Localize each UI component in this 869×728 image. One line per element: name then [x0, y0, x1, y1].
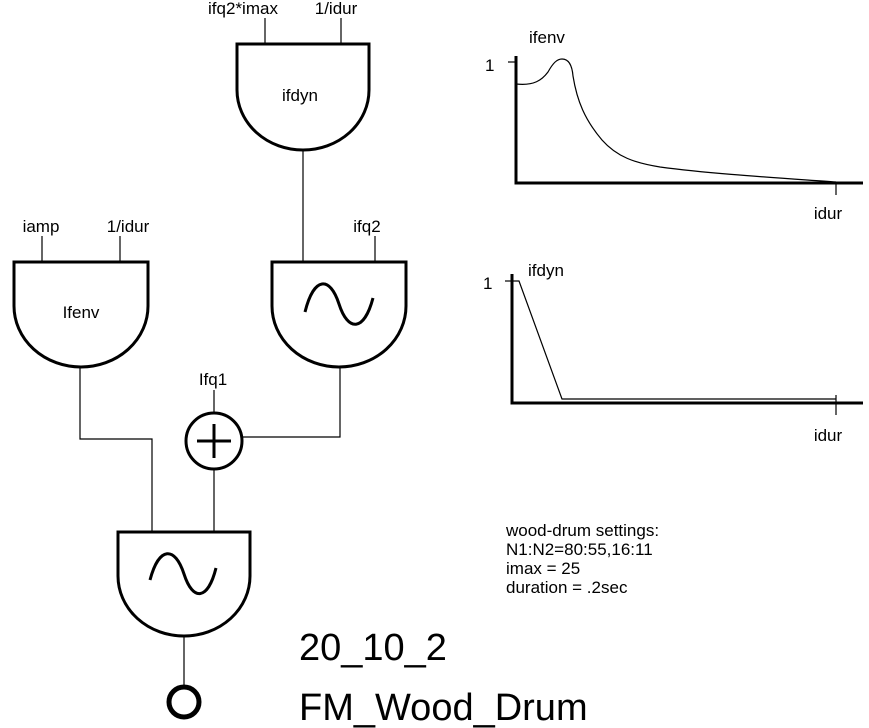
ifdyn-unit-body	[235, 42, 371, 152]
ifdyn-unit-label: ifdyn	[282, 86, 318, 105]
carrier-oscillator-unit	[116, 530, 252, 638]
modulator-to-adder-wire	[242, 367, 341, 438]
ifenv-input-label-1: iamp	[23, 217, 60, 236]
ifdyn-graph-title: ifdyn	[528, 261, 564, 280]
ifenv-graph-title: ifenv	[529, 28, 565, 47]
ifenv-unit-label: Ifenv	[63, 303, 100, 322]
ifdyn-input-label-1: ifq2*imax	[208, 0, 278, 18]
modulator-unit-body	[270, 260, 408, 369]
settings-heading: wood-drum settings:	[506, 521, 660, 540]
sine-wave-icon	[148, 552, 218, 596]
figure-number: 20_10_2	[299, 627, 447, 669]
ifenv-graph-curve	[515, 58, 864, 184]
ifdyn-graph-axes	[510, 274, 863, 405]
carrier-unit-body	[116, 530, 252, 638]
sine-wave-icon	[303, 282, 375, 326]
ifenv-to-carrier-wire	[79, 367, 153, 532]
modulator-oscillator-unit	[270, 236, 408, 369]
ifdyn-input-label-2: 1/idur	[315, 0, 358, 18]
ifenv-graph-x-label: idur	[814, 204, 843, 223]
ifenv-graph-axes	[514, 56, 863, 185]
ifdyn-envelope-unit: ifdyn	[235, 18, 371, 152]
settings-notes: wood-drum settings: N1:N2=80:55,16:11 im…	[506, 521, 659, 597]
adder-unit	[184, 390, 244, 471]
settings-imax: imax = 25	[506, 559, 581, 578]
ifenv-graph-y-label: 1	[485, 56, 494, 75]
ifdyn-graph-x-label: idur	[814, 426, 843, 445]
figure-name: FM_Wood_Drum	[299, 687, 588, 728]
output-circle-icon	[166, 684, 202, 720]
ifenv-input-label-2: 1/idur	[107, 217, 150, 236]
settings-ratio: N1:N2=80:55,16:11	[506, 540, 653, 559]
modulator-input-label: ifq2	[353, 217, 380, 236]
settings-duration: duration = .2sec	[506, 578, 628, 597]
ifenv-envelope-unit: Ifenv	[12, 236, 150, 369]
ifenv-graph	[508, 56, 864, 195]
plus-icon	[197, 424, 231, 458]
ifenv-unit-body	[12, 260, 150, 369]
ifdyn-graph	[505, 274, 863, 415]
ifdyn-graph-curve	[512, 280, 836, 400]
ifdyn-graph-y-label: 1	[483, 274, 492, 293]
adder-input-label: Ifq1	[199, 370, 227, 389]
